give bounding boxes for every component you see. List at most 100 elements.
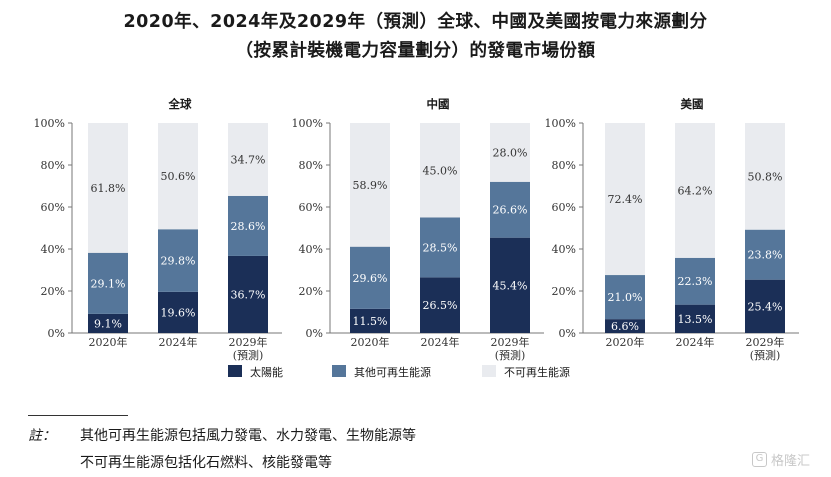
bar-segment (605, 319, 645, 333)
bar-segment (675, 304, 715, 333)
data-label: 26.5% (423, 299, 458, 312)
panel-title: 全球 (168, 97, 192, 111)
bar-segment (158, 123, 198, 230)
legend-swatch (332, 365, 346, 377)
data-label: 11.5% (353, 315, 388, 328)
data-label: 26.6% (493, 204, 528, 217)
data-label: 28.0% (493, 146, 528, 159)
bar-segment (350, 308, 390, 333)
y-tick-label: 20% (299, 285, 323, 298)
data-label: 25.4% (748, 300, 783, 313)
bar-segment (605, 123, 645, 276)
data-label: 34.7% (231, 153, 266, 166)
y-tick-label: 100% (34, 117, 65, 130)
data-label: 36.7% (231, 288, 266, 301)
panel-title: 美國 (681, 97, 704, 111)
y-tick-label: 80% (552, 159, 576, 172)
bar-segment (88, 252, 128, 314)
bar-segment (228, 195, 268, 256)
bar-segment (158, 229, 198, 292)
data-label: 45.0% (423, 164, 458, 177)
data-label: 28.6% (231, 220, 266, 233)
bar-segment (745, 279, 785, 333)
data-label: 6.6% (611, 320, 639, 333)
legend-label: 太陽能 (250, 365, 283, 379)
data-label: 21.0% (608, 291, 643, 304)
note-divider (28, 415, 128, 416)
y-tick-label: 0% (559, 327, 576, 340)
watermark-logo-icon: G (752, 452, 767, 467)
data-label: 13.5% (678, 313, 713, 326)
bar-segment (745, 229, 785, 280)
note-line-1: 其他可再生能源包括風力發電、水力發電、生物能源等 (80, 428, 416, 444)
x-tick-label: (預測) (233, 348, 264, 362)
note-line-2: 不可再生能源包括化石燃料、核能發電等 (80, 455, 332, 471)
watermark-text: 格隆汇 (771, 454, 811, 469)
y-tick-label: 40% (552, 243, 576, 256)
panel-title: 中國 (427, 97, 450, 111)
bar-segment (490, 123, 530, 182)
data-label: 61.8% (91, 182, 126, 195)
y-tick-label: 40% (41, 243, 65, 256)
y-tick-label: 60% (299, 201, 323, 214)
x-tick-label: 2020年 (606, 335, 645, 349)
y-tick-label: 80% (41, 159, 65, 172)
legend-swatch (482, 365, 496, 377)
bar-segment (490, 181, 530, 238)
data-label: 19.6% (161, 306, 196, 319)
data-label: 50.8% (748, 170, 783, 183)
x-tick-label: 2024年 (676, 335, 715, 349)
y-tick-label: 20% (552, 285, 576, 298)
data-label: 45.4% (493, 279, 528, 292)
x-tick-label: 2029年 (229, 335, 268, 349)
bar-segment (88, 123, 128, 253)
data-label: 9.1% (94, 317, 122, 330)
data-label: 29.1% (91, 277, 126, 290)
chart-title-line1: 2020年、2024年及2029年（預測）全球、中國及美國按電力來源劃分 (123, 12, 708, 32)
bar-segment (675, 257, 715, 305)
data-label: 29.8% (161, 255, 196, 268)
bar-segment (490, 237, 530, 333)
y-tick-label: 100% (545, 117, 576, 130)
bar-segment (88, 313, 128, 333)
bar-segment (745, 123, 785, 230)
x-tick-label: (預測) (750, 348, 781, 362)
y-tick-label: 60% (41, 201, 65, 214)
bar-segment (420, 217, 460, 278)
y-tick-label: 40% (299, 243, 323, 256)
note-label: 註： (28, 428, 56, 444)
x-tick-label: 2020年 (351, 335, 390, 349)
chart-title-line2: （按累計裝機電力容量劃分）的發電市場份額 (235, 41, 596, 61)
data-label: 64.2% (678, 184, 713, 197)
data-label: 23.8% (748, 249, 783, 262)
data-label: 28.5% (423, 241, 458, 254)
watermark: G 格隆汇 (752, 450, 810, 469)
bar-segment (350, 246, 390, 309)
bar-segment (675, 123, 715, 258)
bar-segment (420, 123, 460, 218)
x-tick-label: 2024年 (159, 335, 198, 349)
bar-segment (228, 255, 268, 333)
y-tick-label: 0% (306, 327, 323, 340)
legend-swatch (228, 365, 242, 377)
bar-segment (350, 123, 390, 247)
legend-label: 不可再生能源 (504, 365, 570, 379)
data-label: 29.6% (353, 272, 388, 285)
y-tick-label: 80% (299, 159, 323, 172)
x-tick-label: (預測) (495, 348, 526, 362)
y-tick-label: 20% (41, 285, 65, 298)
data-label: 58.9% (353, 179, 388, 192)
y-tick-label: 0% (48, 327, 65, 340)
y-tick-label: 60% (552, 201, 576, 214)
data-label: 72.4% (608, 193, 643, 206)
data-label: 22.3% (678, 275, 713, 288)
bar-segment (605, 275, 645, 320)
charts-canvas: 全球 0% 20% 40% 60% 80% 100% 9.1% 29.1% 61.8% 2020年 1… (34, 97, 799, 379)
x-tick-label: 2024年 (421, 335, 460, 349)
bar-segment (228, 123, 268, 196)
x-tick-label: 2029年 (746, 335, 785, 349)
bar-segment (158, 291, 198, 333)
x-tick-label: 2020年 (89, 335, 128, 349)
bar-segment (420, 277, 460, 333)
x-tick-label: 2029年 (491, 335, 530, 349)
